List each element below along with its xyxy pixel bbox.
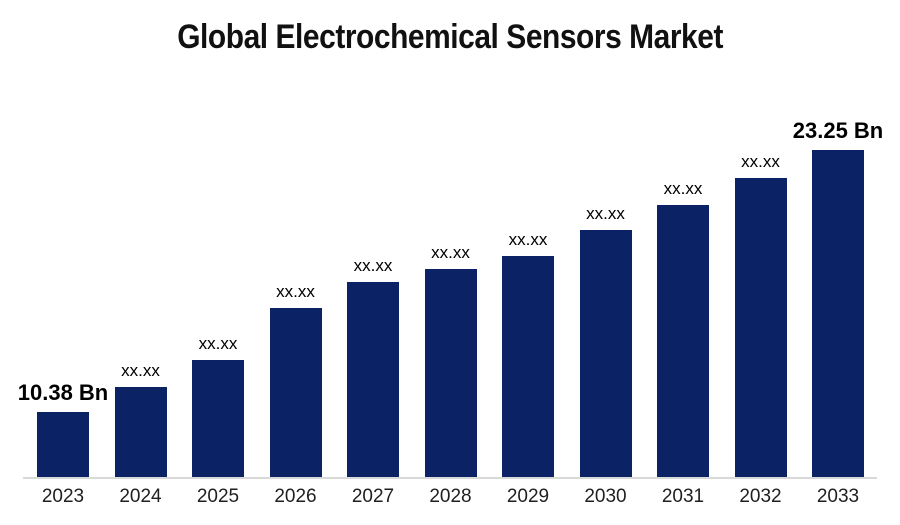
x-tick-2030: 2030 — [584, 486, 627, 507]
bar-2025 — [192, 360, 244, 477]
x-tick-2031: 2031 — [661, 486, 705, 507]
x-tick-2026: 2026 — [274, 486, 317, 507]
value-label-2027: xx.xx — [353, 256, 393, 275]
bar-2029 — [502, 256, 554, 477]
chart-title-text: Global Electrochemical Sensors Market — [177, 18, 723, 56]
value-label-2026: xx.xx — [276, 282, 315, 301]
x-axis-line — [23, 477, 877, 479]
value-label-2024: xx.xx — [121, 361, 160, 380]
bar-2026 — [269, 308, 322, 477]
x-tick-2028: 2028 — [429, 486, 472, 507]
bar-2024 — [114, 387, 167, 477]
bar-2023 — [37, 412, 89, 477]
value-label-2028: xx.xx — [431, 243, 470, 262]
value-label-2025: xx.xx — [198, 334, 238, 353]
x-tick-2024: 2024 — [119, 486, 162, 507]
x-tick-2033: 2033 — [816, 486, 860, 507]
value-label-2031: xx.xx — [663, 179, 703, 198]
value-label-2029: xx.xx — [508, 230, 548, 249]
bar-2028 — [424, 269, 477, 477]
x-tick-2025: 2025 — [196, 486, 240, 507]
x-tick-2023: 2023 — [41, 486, 85, 507]
value-label-2023: 10.38 Bn — [17, 380, 109, 405]
value-label-2033: 23.25 Bn — [792, 118, 884, 143]
x-tick-2027: 2027 — [351, 486, 395, 507]
chart-title: Global Electrochemical Sensors Market — [0, 18, 900, 57]
bar-2033 — [812, 150, 864, 477]
bar-2031 — [657, 205, 709, 477]
value-label-2030: xx.xx — [586, 204, 625, 223]
x-tick-2032: 2032 — [739, 486, 782, 507]
bar-2027 — [347, 282, 399, 477]
x-tick-2029: 2029 — [506, 486, 550, 507]
bar-2030 — [579, 230, 632, 477]
bar-2032 — [734, 178, 787, 477]
value-label-2032: xx.xx — [741, 152, 780, 171]
